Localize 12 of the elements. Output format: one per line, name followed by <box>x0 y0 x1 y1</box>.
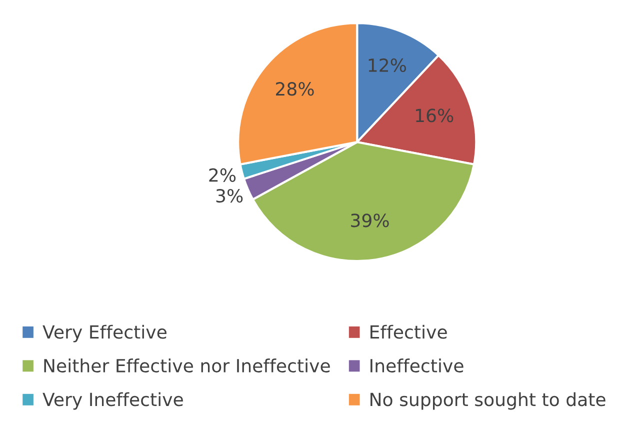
legend-label: Ineffective <box>370 358 464 373</box>
data-label: 12% <box>368 58 406 72</box>
data-label: 16% <box>416 108 454 122</box>
data-label: 2% <box>209 168 236 182</box>
legend-label: Effective <box>370 324 447 339</box>
data-label: 39% <box>351 214 389 228</box>
legend-label: Very Ineffective <box>42 392 183 410</box>
legend-label: Neither Effective nor Ineffective <box>44 358 330 373</box>
data-label: 3% <box>216 188 243 203</box>
data-label: 28% <box>276 82 314 96</box>
legend-label: No support sought to date <box>370 392 606 410</box>
legend-label: Very Effective <box>42 324 166 342</box>
